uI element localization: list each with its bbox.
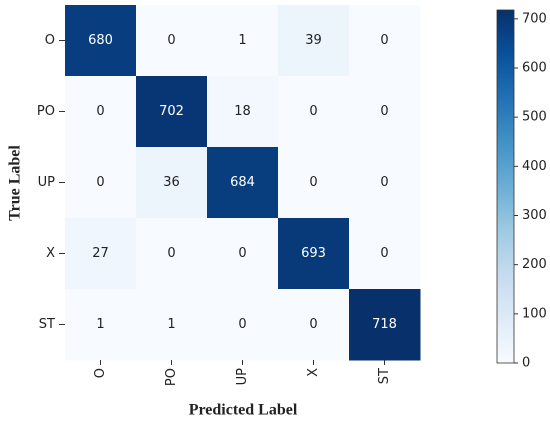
heatmap-cell xyxy=(349,5,421,77)
colorbar-tick-label: 200 xyxy=(522,257,547,272)
cell-value-label: 684 xyxy=(230,175,255,190)
y-axis-title: True Label xyxy=(7,145,24,221)
heatmap-cell xyxy=(65,147,137,219)
cell-value-label: 0 xyxy=(167,33,175,48)
heatmap-cell xyxy=(136,218,208,290)
heatmap-cell xyxy=(278,5,350,77)
heatmap-cell xyxy=(278,76,350,148)
heatmap-cell xyxy=(65,289,137,361)
cell-value-label: 36 xyxy=(163,175,180,190)
heatmap-cell xyxy=(349,147,421,219)
heatmap-cell xyxy=(136,5,208,77)
heatmap-cell xyxy=(207,218,279,290)
heatmap-cell xyxy=(65,218,137,290)
x-tick-label: ST xyxy=(377,368,392,384)
cell-value-label: 718 xyxy=(372,317,397,332)
cell-value-label: 693 xyxy=(301,246,326,261)
heatmap-cell xyxy=(207,76,279,148)
cell-value-label: 0 xyxy=(309,104,317,119)
cell-value-label: 0 xyxy=(309,317,317,332)
cell-value-label: 0 xyxy=(380,175,388,190)
cell-value-label: 0 xyxy=(167,246,175,261)
y-tick-label: O xyxy=(45,33,55,48)
colorbar-tick-label: 100 xyxy=(522,306,547,321)
cell-value-label: 0 xyxy=(96,104,104,119)
x-tick-label: O xyxy=(93,368,108,378)
heatmap-cell xyxy=(349,218,421,290)
heatmap-cell xyxy=(65,76,137,148)
colorbar-tick-label: 500 xyxy=(522,110,547,125)
heatmap-cell xyxy=(349,289,421,361)
y-tick-label: PO xyxy=(37,104,55,119)
cell-value-label: 0 xyxy=(238,317,246,332)
cell-value-label: 18 xyxy=(234,104,251,119)
cell-value-label: 680 xyxy=(88,33,113,48)
cell-value-label: 0 xyxy=(238,246,246,261)
cell-value-label: 27 xyxy=(92,246,109,261)
heatmap-cell xyxy=(207,147,279,219)
heatmap-cell xyxy=(207,5,279,77)
cell-value-label: 39 xyxy=(305,33,322,48)
colorbar-tick-label: 0 xyxy=(522,356,530,371)
colorbar-tick-label: 400 xyxy=(522,159,547,174)
heatmap-cell xyxy=(136,147,208,219)
x-tick-label: UP xyxy=(235,368,250,386)
y-tick-label: UP xyxy=(38,175,56,190)
cell-value-label: 0 xyxy=(309,175,317,190)
colorbar-tick-label: 600 xyxy=(522,61,547,76)
cell-value-label: 702 xyxy=(159,104,184,119)
x-tick-label: PO xyxy=(164,368,179,386)
heatmap-cell xyxy=(278,218,350,290)
cell-value-label: 1 xyxy=(167,317,175,332)
cell-value-label: 0 xyxy=(380,33,388,48)
x-axis-title: Predicted Label xyxy=(189,402,298,419)
heatmap-cell xyxy=(349,76,421,148)
heatmap-cell xyxy=(207,289,279,361)
y-tick-label: ST xyxy=(39,317,55,332)
cell-value-label: 0 xyxy=(380,246,388,261)
heatmap-cell xyxy=(278,147,350,219)
heatmap-cell xyxy=(65,5,137,77)
cell-value-label: 0 xyxy=(380,104,388,119)
heatmap-cell xyxy=(278,289,350,361)
y-tick-label: X xyxy=(46,246,55,261)
heatmap-cell xyxy=(136,289,208,361)
colorbar-tick-label: 300 xyxy=(522,208,547,223)
cell-value-label: 1 xyxy=(96,317,104,332)
colorbar-tick-label: 700 xyxy=(522,11,547,26)
x-tick-label: X xyxy=(306,368,321,377)
cell-value-label: 0 xyxy=(96,175,104,190)
colorbar xyxy=(496,9,515,364)
heatmap-cell xyxy=(136,76,208,148)
cell-value-label: 1 xyxy=(238,33,246,48)
